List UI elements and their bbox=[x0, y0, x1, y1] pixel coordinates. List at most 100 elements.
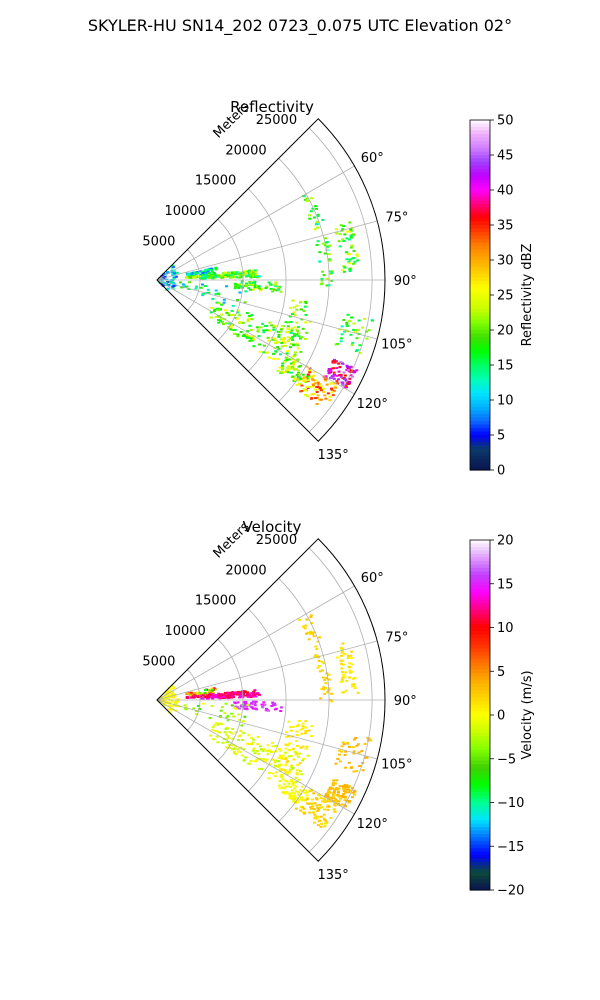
echo-cell bbox=[342, 225, 345, 228]
echo-cell bbox=[238, 691, 242, 694]
echo-cell bbox=[305, 197, 309, 200]
echo-cell bbox=[216, 307, 220, 310]
echo-cell bbox=[322, 662, 326, 665]
echo-cell bbox=[305, 798, 309, 801]
echo-cell bbox=[297, 719, 301, 722]
azimuth-grid-line bbox=[156, 279, 378, 340]
echo-cell bbox=[218, 697, 222, 700]
echo-cell bbox=[249, 705, 253, 708]
echo-cell bbox=[251, 274, 255, 277]
echo-cell bbox=[265, 749, 269, 752]
echo-cell bbox=[304, 338, 307, 340]
echo-cell bbox=[282, 783, 286, 786]
echo-cell bbox=[306, 754, 310, 757]
echo-cell bbox=[230, 748, 234, 751]
echo-cell bbox=[233, 285, 237, 288]
echo-cell bbox=[315, 648, 319, 651]
echo-cell bbox=[231, 273, 235, 276]
colorbar-band bbox=[470, 218, 490, 223]
panel-title: Velocity bbox=[243, 518, 302, 536]
echo-cell bbox=[277, 335, 281, 338]
echo-cell bbox=[256, 330, 260, 333]
echo-cell bbox=[209, 689, 213, 692]
echo-cell bbox=[350, 244, 354, 247]
colorbar-band bbox=[470, 295, 490, 300]
echo-cell bbox=[330, 797, 333, 800]
echo-cell bbox=[210, 267, 214, 270]
echo-cell bbox=[347, 801, 351, 804]
echo-cell bbox=[344, 379, 348, 382]
echo-cell bbox=[335, 380, 339, 383]
echo-cell bbox=[278, 756, 282, 759]
colorbar-band bbox=[470, 732, 490, 737]
echo-cell bbox=[342, 743, 346, 746]
echo-cell bbox=[193, 695, 197, 698]
azimuth-tick-label: 135° bbox=[317, 448, 348, 463]
echo-cell bbox=[259, 287, 263, 290]
echo-cell bbox=[289, 779, 293, 782]
echo-cell bbox=[295, 773, 299, 776]
echo-cell bbox=[233, 276, 237, 279]
echo-cell bbox=[257, 328, 260, 331]
echo-cell bbox=[280, 342, 284, 344]
echo-cell bbox=[341, 228, 345, 231]
echo-cell bbox=[318, 670, 322, 673]
colorbar-label: Reflectivity dBZ bbox=[520, 244, 535, 347]
echo-cell bbox=[348, 789, 352, 792]
echo-cell bbox=[276, 346, 280, 348]
echo-cell bbox=[289, 371, 293, 374]
echo-cell bbox=[240, 724, 244, 727]
echo-cell bbox=[306, 379, 310, 382]
colorbar-tick-label: 15 bbox=[497, 359, 514, 374]
echo-cell bbox=[196, 272, 200, 275]
echo-cell bbox=[166, 288, 170, 291]
echo-cell bbox=[294, 790, 298, 793]
echo-cell bbox=[237, 739, 240, 742]
echo-cell bbox=[295, 321, 299, 324]
echo-cell bbox=[238, 291, 242, 294]
echo-cell bbox=[236, 309, 240, 312]
echo-cell bbox=[293, 798, 297, 801]
colorbar-band bbox=[470, 855, 490, 860]
echo-cell bbox=[276, 330, 280, 333]
echo-cell bbox=[352, 233, 356, 236]
echo-cell bbox=[239, 729, 243, 732]
echo-cell bbox=[236, 299, 240, 301]
echo-cell bbox=[237, 713, 241, 716]
echo-cell bbox=[337, 240, 341, 243]
colorbar-band bbox=[470, 372, 490, 377]
echo-cell bbox=[351, 683, 355, 686]
echo-cell bbox=[271, 338, 275, 341]
echo-cell bbox=[211, 688, 215, 691]
echo-cell bbox=[219, 695, 223, 698]
echo-cell bbox=[228, 322, 232, 325]
echo-cell bbox=[332, 367, 335, 370]
echo-cell bbox=[211, 691, 215, 694]
echo-cell bbox=[160, 699, 164, 702]
echo-cell bbox=[288, 742, 292, 745]
echo-cell bbox=[287, 321, 291, 324]
echo-cell bbox=[283, 360, 287, 363]
echo-cell bbox=[335, 656, 339, 659]
echo-cell bbox=[299, 350, 303, 353]
colorbar-band bbox=[470, 183, 490, 188]
echo-cell bbox=[335, 779, 339, 782]
colorbar-band bbox=[470, 606, 490, 611]
echo-cell bbox=[304, 747, 308, 750]
echo-cell bbox=[248, 288, 252, 291]
echo-cell bbox=[268, 321, 272, 324]
echo-cell bbox=[295, 769, 299, 772]
colorbar-band bbox=[470, 869, 490, 874]
echo-cell bbox=[225, 746, 229, 749]
colorbar-band bbox=[470, 214, 490, 219]
echo-cell bbox=[365, 330, 369, 333]
echo-cell bbox=[268, 329, 272, 332]
colorbar-band bbox=[470, 550, 490, 555]
colorbar-band bbox=[470, 617, 490, 622]
echo-cell bbox=[230, 693, 234, 696]
echo-cell bbox=[338, 366, 342, 369]
colorbar-tick-label: 20 bbox=[497, 534, 514, 549]
echo-cell bbox=[323, 798, 327, 801]
echo-cell bbox=[192, 275, 196, 278]
